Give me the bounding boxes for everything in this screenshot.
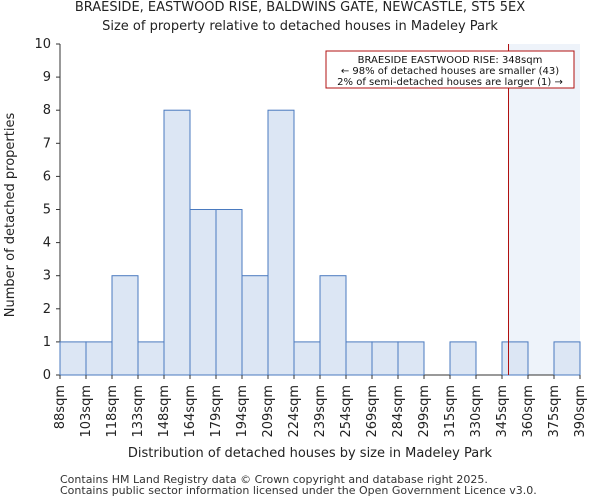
chart-subtitle: Size of property relative to detached ho… bbox=[102, 19, 498, 34]
bar bbox=[111, 275, 139, 376]
x-tick-label: 179sqm bbox=[209, 385, 224, 438]
x-tick-label: 360sqm bbox=[521, 385, 536, 438]
x-tick-label: 330sqm bbox=[469, 385, 484, 438]
y-tick-label: 9 bbox=[43, 70, 51, 85]
annotation-title: BRAESIDE EASTWOOD RISE: 348sqm bbox=[358, 55, 543, 66]
y-tick-label: 7 bbox=[43, 136, 51, 151]
bar bbox=[85, 341, 113, 376]
x-tick-label: 133sqm bbox=[131, 385, 146, 438]
x-tick-label: 118sqm bbox=[105, 385, 120, 438]
x-tick-label: 148sqm bbox=[157, 385, 172, 438]
bar bbox=[319, 275, 347, 376]
bar bbox=[267, 109, 295, 376]
x-tick-label: 254sqm bbox=[339, 385, 354, 438]
y-tick-label: 2 bbox=[43, 302, 51, 317]
bar bbox=[449, 341, 477, 376]
annotation-line-1: ← 98% of detached houses are smaller (43… bbox=[341, 66, 559, 77]
bar bbox=[189, 209, 217, 376]
x-tick-label: 194sqm bbox=[235, 385, 250, 438]
y-tick-label: 0 bbox=[43, 368, 51, 383]
y-tick-label: 1 bbox=[43, 335, 51, 350]
x-tick-label: 269sqm bbox=[365, 385, 380, 438]
x-tick-label: 345sqm bbox=[495, 385, 510, 438]
x-axis-label: Distribution of detached houses by size … bbox=[128, 446, 493, 461]
bar bbox=[241, 275, 269, 376]
highlight-region bbox=[508, 44, 580, 375]
footer-line-1: Contains HM Land Registry data © Crown c… bbox=[60, 473, 488, 486]
y-tick-label: 3 bbox=[43, 269, 51, 284]
bar bbox=[293, 341, 321, 376]
y-tick-label: 10 bbox=[34, 37, 51, 52]
bar bbox=[397, 341, 425, 376]
x-tick-label: 224sqm bbox=[287, 385, 302, 438]
x-tick-label: 209sqm bbox=[261, 385, 276, 438]
bar bbox=[59, 341, 87, 376]
y-tick-label: 5 bbox=[43, 203, 51, 218]
x-tick-label: 315sqm bbox=[443, 385, 458, 438]
y-tick-label: 6 bbox=[43, 169, 51, 184]
y-tick-label: 8 bbox=[43, 103, 51, 118]
histogram-chart: 0 1 2 3 4 5 6 7 8 9 10 88sqm 103sqm 118sqm 133sqm 148sq… bbox=[3, 37, 588, 461]
chart-title: BRAESIDE, EASTWOOD RISE, BALDWINS GATE, … bbox=[74, 0, 526, 15]
bar bbox=[371, 341, 399, 376]
bar bbox=[501, 341, 529, 376]
x-tick-label: 103sqm bbox=[79, 385, 94, 438]
bar bbox=[137, 341, 165, 376]
annotation-line-2: 2% of semi-detached houses are larger (1… bbox=[337, 77, 563, 88]
x-tick-label: 88sqm bbox=[53, 385, 68, 429]
bar bbox=[215, 209, 243, 376]
bar bbox=[345, 341, 373, 376]
annotation-box bbox=[325, 50, 575, 89]
x-tick-label: 239sqm bbox=[313, 385, 328, 438]
x-tick-label: 284sqm bbox=[391, 385, 406, 438]
bar bbox=[553, 341, 581, 376]
bar bbox=[163, 109, 191, 376]
y-tick-label: 4 bbox=[43, 236, 51, 251]
x-tick-label: 164sqm bbox=[183, 385, 198, 438]
footer-line-2: Contains public sector information licen… bbox=[60, 484, 537, 497]
y-axis-label: Number of detached properties bbox=[3, 113, 18, 318]
x-tick-label: 390sqm bbox=[573, 385, 588, 438]
x-tick-label: 375sqm bbox=[547, 385, 562, 438]
x-tick-label: 299sqm bbox=[417, 385, 432, 438]
